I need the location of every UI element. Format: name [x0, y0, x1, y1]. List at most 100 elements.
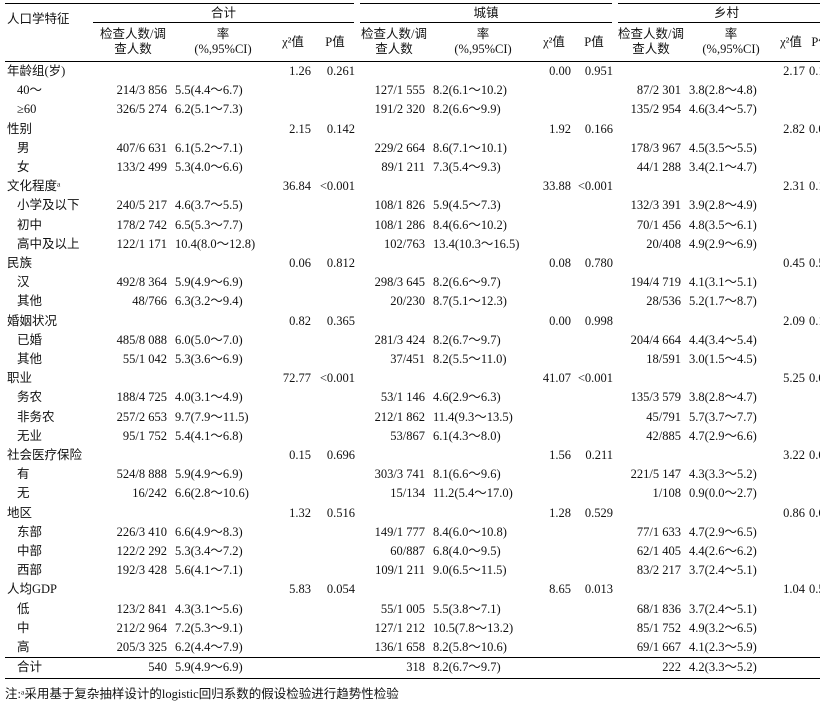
table-row: 汉 492/8 364 5.9(4.9～6.9) 298/3 645 8.2(6.6～9…	[5, 273, 820, 292]
cell: 298/3 645	[374, 275, 426, 290]
cell: 4.0(3.1～4.9)	[175, 390, 243, 405]
cell	[313, 158, 357, 177]
cell	[535, 139, 573, 158]
cell	[535, 350, 573, 369]
cell: 281/3 424	[374, 332, 426, 347]
row-label: 女	[17, 160, 30, 175]
cell	[807, 657, 820, 679]
corner-header: 人口学特征	[5, 3, 93, 62]
cell	[313, 196, 357, 215]
cell	[573, 388, 615, 407]
table-row: 性别 2.15 0.142 1.92 0.166 2.820.093	[5, 120, 820, 139]
cell: 5.3(3.4～7.2)	[175, 544, 243, 559]
cell: 178/2 742	[116, 217, 167, 232]
cell: 102/763	[384, 236, 426, 251]
cell	[535, 158, 573, 177]
cell	[807, 484, 820, 503]
cell	[535, 638, 573, 658]
cell: 9.7(7.9～11.5)	[175, 409, 249, 424]
row-label: 中	[17, 620, 30, 635]
cell	[313, 484, 357, 503]
cell	[775, 638, 807, 658]
cell	[535, 465, 573, 484]
cell	[431, 446, 535, 465]
row-label: 高中及以上	[17, 236, 80, 251]
cell: 407/6 631	[116, 140, 167, 155]
cell: 0.072	[809, 371, 820, 386]
cell	[93, 62, 173, 82]
row-label: ≥60	[17, 102, 37, 117]
cell: 3.4(2.1～4.7)	[689, 160, 757, 175]
cell	[273, 523, 313, 542]
table-row: 初中 178/2 742 6.5(5.3～7.7) 108/1 286 8.4(6.6～…	[5, 216, 820, 235]
cell: 4.5(3.5～5.5)	[689, 140, 757, 155]
cell: 33.88	[542, 179, 572, 194]
cell	[807, 139, 820, 158]
row-label: 汉	[17, 275, 30, 290]
row-label: 40～	[17, 83, 43, 98]
cell	[273, 561, 313, 580]
cell	[807, 600, 820, 619]
cell	[273, 619, 313, 638]
cell	[775, 139, 807, 158]
cell	[775, 427, 807, 446]
cell	[173, 580, 273, 599]
row-label: 人均GDP	[7, 582, 58, 597]
cell	[687, 580, 775, 599]
cell	[573, 657, 616, 679]
cell: 8.65	[549, 582, 572, 597]
cell: 8.6(7.1～10.1)	[433, 140, 507, 155]
cell	[615, 120, 687, 139]
column-header: 率 (%,95%CI)	[431, 22, 536, 62]
header-row: 检查人数/调查人数率 (%,95%CI) χ²值 P值 检查人数/调查人数率 (%,95%…	[5, 22, 820, 62]
column-header: 检查人数/调查人数	[93, 22, 173, 62]
cell	[807, 292, 820, 311]
table-row: 合计 540 5.9(4.9～6.9) 318 8.2(6.7～9.7) 222 4.2(3…	[5, 657, 820, 679]
column-header: χ²值	[775, 22, 808, 62]
cell: 6.3(3.2～9.4)	[175, 294, 243, 309]
cell	[775, 619, 807, 638]
cell	[615, 446, 687, 465]
cell: <0.001	[577, 371, 614, 386]
cell: 122/2 292	[116, 544, 167, 559]
table-row: 年龄组(岁) 1.26 0.261 0.00 0.951 2.170.141	[5, 62, 820, 82]
cell: 492/8 364	[116, 275, 167, 290]
cell: 53/867	[390, 428, 426, 443]
table-row: 有 524/8 888 5.9(4.9～6.9) 303/3 741 8.1(6.6～9…	[5, 465, 820, 484]
cell: 0.148	[809, 313, 820, 328]
cell: <0.001	[319, 371, 356, 386]
cell: 6.2(5.1～7.3)	[175, 102, 243, 117]
cell: 540	[93, 657, 173, 679]
row-label: 初中	[17, 217, 43, 232]
cell: 8.2(6.6～9.7)	[433, 275, 501, 290]
cell: 6.6(4.9～8.3)	[175, 524, 243, 539]
cell	[807, 408, 820, 427]
table-row: 无 16/242 6.6(2.8～10.6) 15/134 11.2(5.4～17.0)…	[5, 484, 820, 503]
table-row: 东部 226/3 410 6.6(4.9～8.3) 149/1 777 8.4(6.0～…	[5, 523, 820, 542]
cell	[273, 100, 313, 119]
cell: 1/108	[652, 486, 682, 501]
table-row: 人均GDP 5.83 0.054 8.65 0.013 1.040.594	[5, 580, 820, 599]
cell: 0.86	[783, 505, 806, 520]
column-header: χ²值	[535, 22, 574, 62]
row-label: 民族	[7, 256, 33, 271]
cell: 10.4(8.0～12.8)	[175, 236, 256, 251]
cell	[573, 600, 615, 619]
cell: 41.07	[542, 371, 572, 386]
column-header: χ²值	[273, 22, 313, 62]
cell: 0.15	[289, 448, 311, 463]
cell: 109/1 211	[375, 563, 426, 578]
cell: 0.516	[326, 505, 356, 520]
cell: 0.82	[289, 313, 311, 328]
cell	[93, 504, 173, 523]
table-row: 婚姻状况 0.82 0.365 0.00 0.998 2.090.148	[5, 312, 820, 331]
cell	[313, 331, 357, 350]
cell: 108/1 826	[374, 198, 426, 213]
row-label: 无业	[17, 428, 43, 443]
cell	[573, 100, 615, 119]
column-header-line: 率	[724, 27, 738, 41]
cell	[807, 465, 820, 484]
cell	[313, 100, 357, 119]
cell: 240/5 217	[116, 198, 167, 213]
cell	[313, 216, 357, 235]
